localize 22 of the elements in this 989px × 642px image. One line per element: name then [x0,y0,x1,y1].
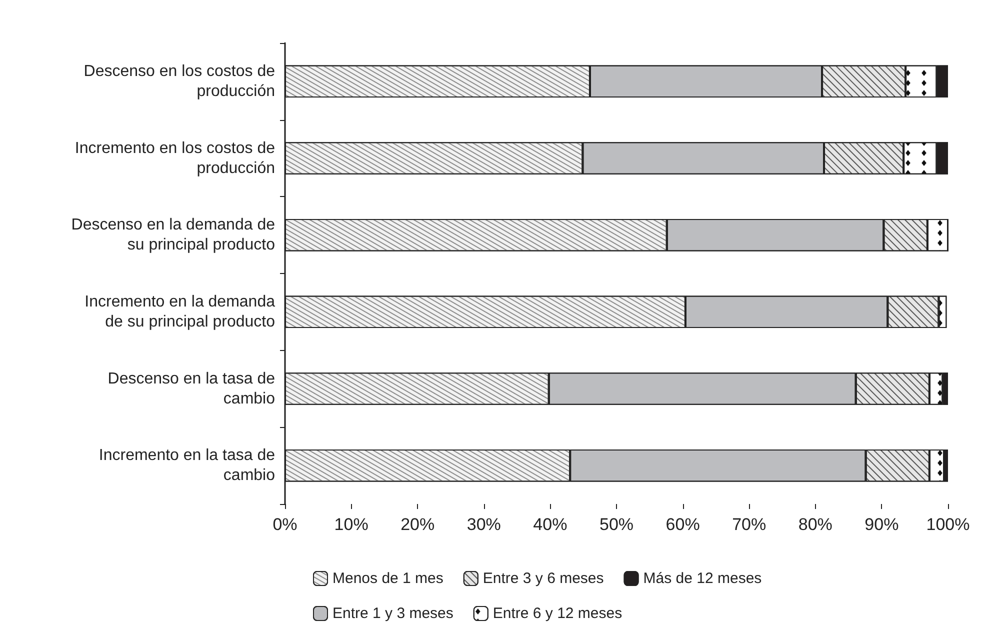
legend-label: Entre 1 y 3 meses [332,605,454,622]
x-tick-label: 100% [926,515,970,534]
x-tick-label: 20% [400,515,435,534]
x-tick-label: 30% [466,515,501,534]
legend-label: Menos de 1 mes [332,570,444,587]
y-tick-label: Incremento en la tasa de cambio [98,447,276,484]
y-tick-label: Descenso en la tasa de cambio [108,370,276,408]
x-tick-label: 50% [599,515,634,534]
legend-label: Entre 3 y 6 meses [482,570,604,587]
y-tick-label: Descenso en la demanda de su principal producto [71,216,276,254]
y-tick-label: Descenso en los costos de producción [84,62,276,100]
y-tick-label: Incremento en los costos de producción [74,140,276,177]
x-tick-label: 80% [798,515,832,534]
x-tick-label: 70% [732,515,766,534]
x-tick-label: 40% [533,515,568,534]
y-tick-label: Incremento en la demanda de su principal producto [84,293,276,330]
x-tick-label: 0% [272,515,298,534]
legend-label: Más de 12 meses [643,570,762,587]
x-tick-label: 90% [864,515,899,534]
x-tick-label: 10% [334,515,368,534]
x-tick-label: 60% [666,515,700,534]
legend-label: Entre 6 y 12 meses [492,605,622,622]
